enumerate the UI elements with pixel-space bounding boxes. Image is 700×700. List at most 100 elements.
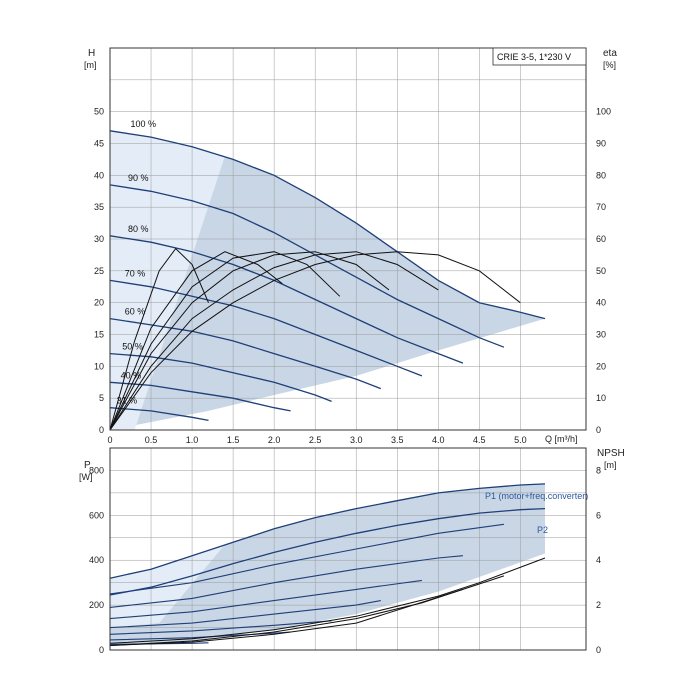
top-y-right-ticks: 0 10 20 30 40 50 60 70 80 90 100 [596,107,611,435]
q-axis-label: Q [m³/h] [545,434,578,444]
p-axis-unit: [W] [79,472,93,482]
npsh-tick-label: 2 [596,600,601,610]
bottom-curves [109,483,546,646]
p-tick-label: 400 [89,555,104,565]
h-axis-label: H [88,48,95,59]
power-speed-curve-2 [109,579,422,620]
p-tick-label: 600 [89,510,104,520]
h-axis-unit: [m] [84,60,97,70]
speed-label: 90 % [128,173,149,183]
speed-label: 31 % [117,396,138,406]
power-speed-curve-1 [109,555,463,608]
h-curve-0 [109,130,546,320]
q-tick-label: 3.0 [350,435,363,445]
top-x-ticks: 0 0.5 1.0 1.5 2.0 2.5 3.0 3.5 4.0 4.5 5.0 [107,435,526,445]
npsh-tick-label: 0 [596,645,601,655]
p-tick-label: 200 [89,600,104,610]
speed-labels: 100 % 90 % 80 % 70 % 60 % 50 % 40 % 31 % [117,119,156,406]
eta-curve-0 [109,247,209,431]
bottom-panel: 0 200 400 600 800 0 2 4 6 8 P [W] NPSH [m] P1 (m… [79,447,625,655]
q-tick-label: 5.0 [514,435,527,445]
eta-axis-unit: [%] [603,60,616,70]
q-tick-label: 1.0 [186,435,199,445]
npsh-tick-label: 8 [596,465,601,475]
power-speed-curve-0 [109,523,504,595]
npsh-axis-unit: [m] [604,460,617,470]
speed-label: 60 % [125,307,146,317]
eta-curve-1 [109,251,283,431]
h-tick-label: 45 [94,139,104,149]
h-tick-label: 15 [94,330,104,340]
p-tick-label: 0 [99,645,104,655]
h-curve-3 [109,279,423,377]
eta-axis-label: eta [603,48,617,59]
eta-tick-label: 80 [596,170,606,180]
h-tick-label: 10 [94,361,104,371]
p2-series-label: P2 [537,525,548,535]
npsh-curve-0 [109,557,546,644]
eta-curve-3 [109,251,390,431]
h-tick-label: 40 [94,170,104,180]
speed-label: 80 % [128,224,149,234]
p1-series-label: P1 (motor+freq.converter) [485,491,588,501]
power-curve-1 [109,507,546,596]
top-y-left-ticks: 0 5 10 15 20 25 30 35 40 45 50 [94,107,104,435]
h-curve-2 [109,235,464,364]
q-tick-label: 1.5 [227,435,240,445]
h-tick-label: 25 [94,266,104,276]
power-speed-curve-4 [109,620,332,635]
eta-curve-2 [109,251,341,431]
q-tick-label: 4.5 [473,435,486,445]
h-curve-4 [109,317,382,390]
eta-tick-label: 0 [596,425,601,435]
eta-tick-label: 10 [596,393,606,403]
top-panel: 0 0.5 1.0 1.5 2.0 2.5 3.0 3.5 4.0 4.5 5.0 0 5 10 15 20… [84,47,617,445]
eta-tick-label: 100 [596,107,611,117]
h-curve-7 [109,407,209,422]
q-tick-label: 4.0 [432,435,445,445]
bottom-y-right-ticks: 0 2 4 6 8 [596,465,601,655]
top-plot-frame [109,47,587,431]
eta-tick-label: 90 [596,139,606,149]
h-curve-5 [109,352,332,403]
bottom-y-left-ticks: 0 200 400 600 800 [89,465,104,655]
q-tick-label: 0.5 [145,435,158,445]
top-curves [109,130,546,431]
q-tick-label: 2.0 [268,435,281,445]
speed-label: 50 % [122,342,143,352]
q-tick-label: 2.5 [309,435,322,445]
eta-tick-label: 60 [596,234,606,244]
eta-tick-label: 50 [596,266,606,276]
h-tick-label: 5 [99,393,104,403]
power-speed-curve-5 [109,631,291,641]
q-tick-label: 3.5 [391,435,404,445]
h-tick-label: 50 [94,107,104,117]
model-box [492,47,587,66]
power-speed-curve-3 [109,600,381,629]
eta-tick-label: 70 [596,202,606,212]
speed-label: 70 % [125,268,146,278]
eta-tick-label: 20 [596,361,606,371]
model-label: CRIE 3-5, 1*230 V [497,52,571,62]
h-tick-label: 35 [94,202,104,212]
power-curve-0 [109,483,546,579]
h-tick-label: 30 [94,234,104,244]
eta-curve-4 [109,251,439,431]
npsh-tick-label: 4 [596,555,601,565]
npsh-tick-label: 6 [596,510,601,520]
speed-label: 40 % [121,370,142,380]
npsh-axis-label: NPSH [597,448,625,459]
h-tick-label: 20 [94,298,104,308]
eta-tick-label: 30 [596,330,606,340]
p-tick-label: 800 [89,465,104,475]
bottom-plot-frame [109,447,587,651]
operating-area-fill [110,130,545,431]
npsh-curve-2 [109,588,464,646]
p-axis-label: P [84,460,91,471]
eta-curve-5 [109,251,521,431]
h-tick-label: 0 [99,425,104,435]
q-tick-label: 0 [107,435,112,445]
eta-tick-label: 40 [596,298,606,308]
speed-label: 100 % [131,119,157,129]
